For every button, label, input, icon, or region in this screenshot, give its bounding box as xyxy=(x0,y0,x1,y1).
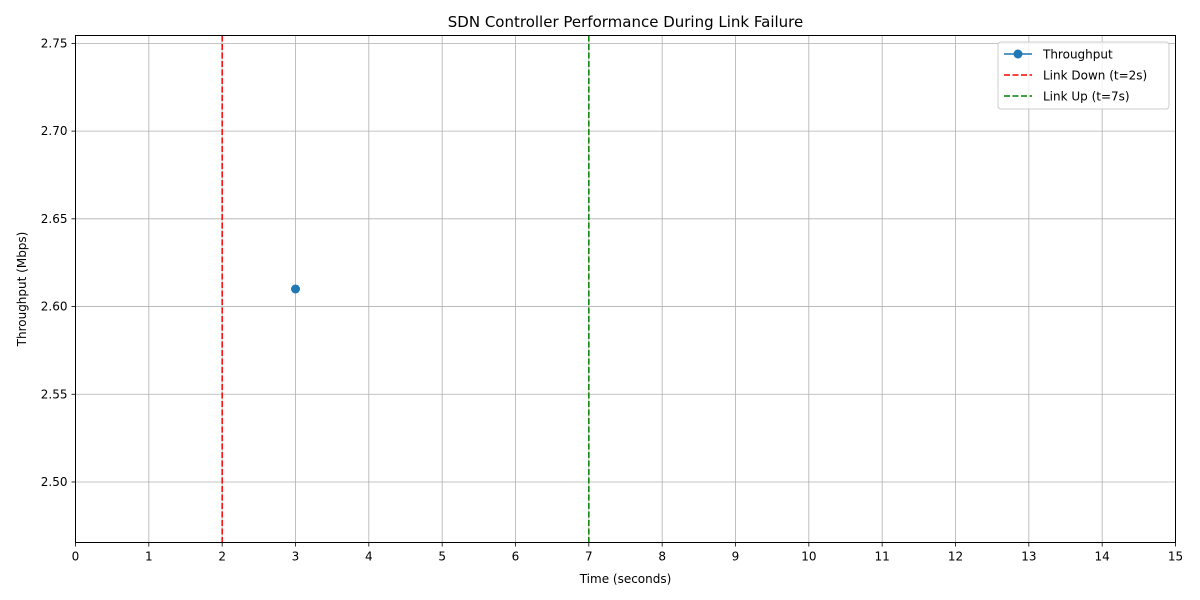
x-tick-label: 14 xyxy=(1095,550,1110,564)
x-tick-label: 3 xyxy=(292,550,300,564)
data-point xyxy=(291,284,300,294)
series-layer xyxy=(291,284,300,294)
legend-marker xyxy=(1013,49,1023,59)
x-tick-label: 8 xyxy=(658,550,666,564)
grid-layer xyxy=(75,35,1176,543)
x-tick-label: 7 xyxy=(585,550,593,564)
y-tick-label: 2.60 xyxy=(41,300,68,314)
x-tick-label: 5 xyxy=(438,550,446,564)
x-tick-label: 9 xyxy=(732,550,740,564)
x-tick-label: 4 xyxy=(365,550,373,564)
x-tick-label: 13 xyxy=(1021,550,1036,564)
y-tick-label: 2.70 xyxy=(41,124,68,138)
y-tick-label: 2.50 xyxy=(41,475,68,489)
y-axis-ticks: 2.50 2.55 2.60 2.65 2.70 2.75 xyxy=(41,36,76,489)
x-axis-label: Time (seconds) xyxy=(579,572,672,586)
legend-label: Link Down (t=2s) xyxy=(1043,69,1147,83)
x-tick-label: 15 xyxy=(1168,550,1183,564)
x-tick-label: 6 xyxy=(512,550,520,564)
x-tick-label: 10 xyxy=(801,550,816,564)
x-tick-label: 12 xyxy=(948,550,963,564)
x-tick-label: 2 xyxy=(218,550,226,564)
x-tick-label: 0 xyxy=(72,550,80,564)
y-tick-label: 2.55 xyxy=(41,387,68,401)
x-tick-label: 11 xyxy=(875,550,890,564)
chart-title: SDN Controller Performance During Link F… xyxy=(448,13,803,31)
y-tick-label: 2.65 xyxy=(41,212,68,226)
legend: Throughput Link Down (t=2s) Link Up (t=7s) xyxy=(997,41,1170,110)
plot-frame xyxy=(75,35,1176,543)
legend-frame xyxy=(997,41,1170,110)
legend-label: Link Up (t=7s) xyxy=(1043,90,1130,104)
legend-label: Throughput xyxy=(1042,48,1113,62)
reference-lines xyxy=(221,35,590,543)
y-tick-label: 2.75 xyxy=(41,36,68,50)
y-axis-label: Throughput (Mbps) xyxy=(15,232,29,348)
x-tick-label: 1 xyxy=(145,550,153,564)
x-axis-ticks: 0 1 2 3 4 5 6 7 8 9 10 11 12 13 14 15 xyxy=(72,542,1183,564)
